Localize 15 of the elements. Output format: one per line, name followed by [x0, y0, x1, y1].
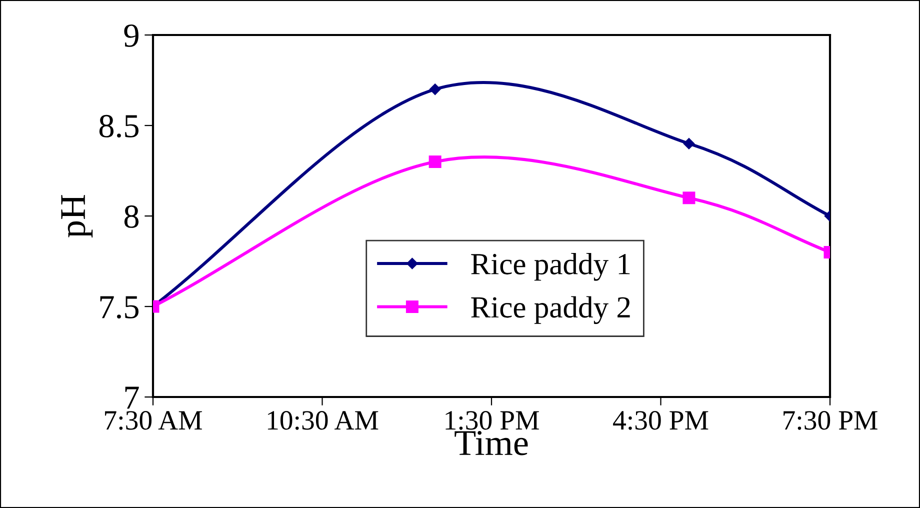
y-tick-label: 7.5: [100, 296, 139, 319]
x-tick-label: 7:30 AM: [105, 410, 202, 430]
y-tick-label: 7: [125, 386, 139, 409]
y-tick-label: 8: [124, 205, 139, 228]
x-tick-label: 7:30 PM: [784, 410, 878, 430]
x-tick-label: 4:30 PM: [613, 410, 708, 430]
legend-label: Rice paddy 1: [471, 252, 630, 281]
x-tick-label: 10:30 AM: [268, 410, 378, 430]
x-tick-label: 1:30 PM: [446, 410, 539, 430]
point: [429, 84, 441, 95]
legend-label: Rice paddy 2: [471, 296, 630, 324]
x-axis-title: Time: [454, 430, 528, 456]
y-axis-title: pH: [61, 194, 93, 238]
y-tick-label: 9: [124, 24, 138, 47]
y-tick-label: 8.5: [99, 114, 139, 138]
